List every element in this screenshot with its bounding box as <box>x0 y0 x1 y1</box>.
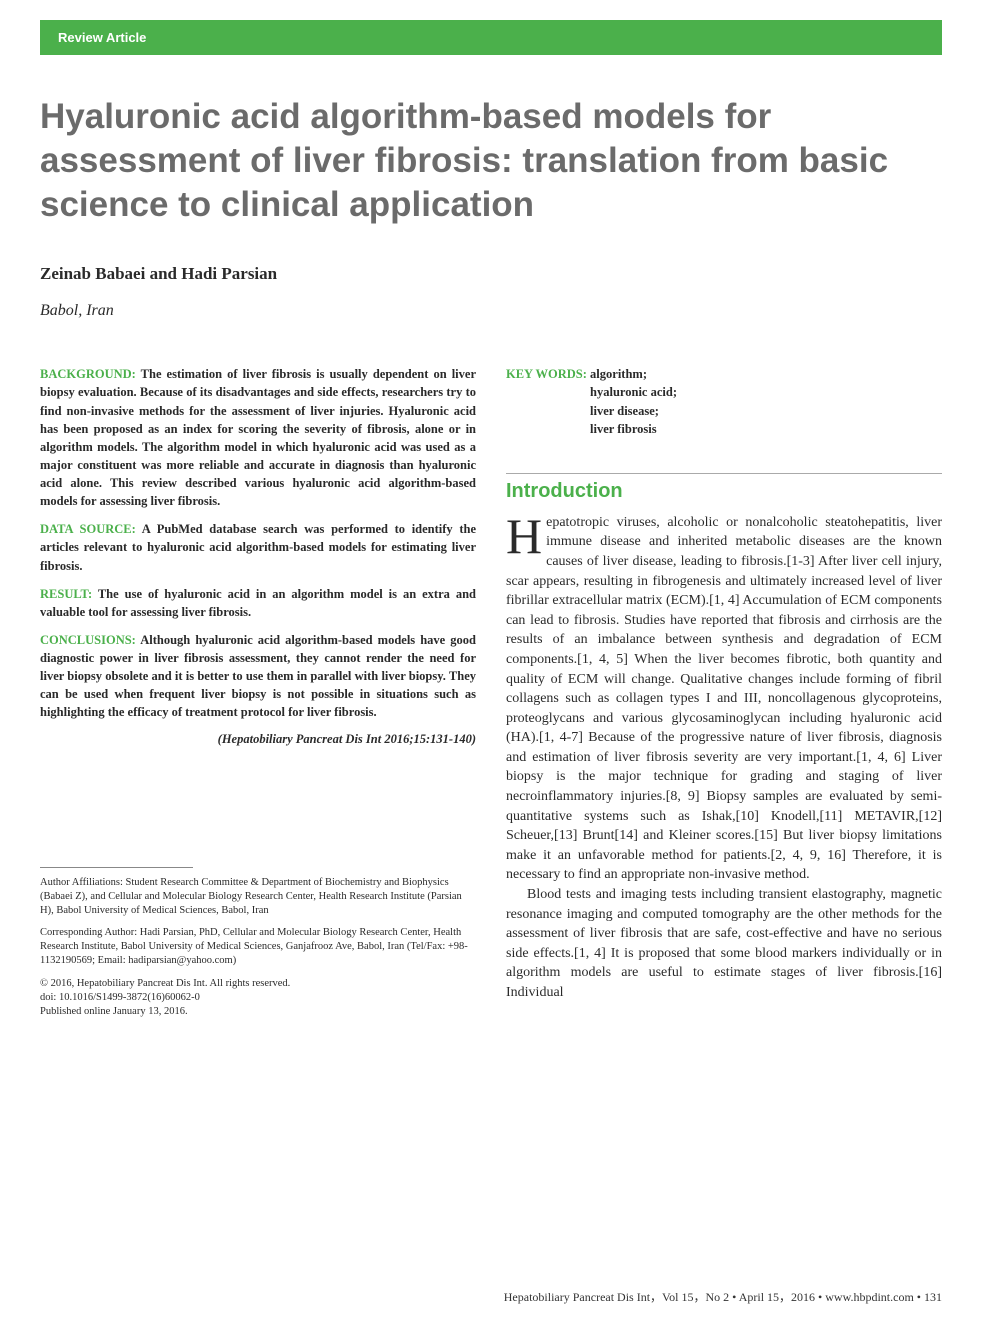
keywords-block: KEY WORDS: algorithm; hyaluronic acid; l… <box>506 365 942 438</box>
intro-paragraph-2: Blood tests and imaging tests including … <box>506 885 942 1003</box>
corresponding-author: Corresponding Author: Hadi Parsian, PhD,… <box>40 926 476 969</box>
journal-citation: (Hepatobiliary Pancreat Dis Int 2016;15:… <box>40 732 476 747</box>
keyword-item: liver fibrosis <box>590 422 657 436</box>
authors: Zeinab Babaei and Hadi Parsian <box>40 264 942 284</box>
keywords-list: algorithm; hyaluronic acid; liver diseas… <box>590 365 677 438</box>
page-footer: Hepatobiliary Pancreat Dis Int，Vol 15，No… <box>504 1288 942 1305</box>
two-column-layout: BACKGROUND: The estimation of liver fibr… <box>40 365 942 1027</box>
abstract-conclusions: CONCLUSIONS: Although hyaluronic acid al… <box>40 631 476 722</box>
left-column: BACKGROUND: The estimation of liver fibr… <box>40 365 476 1027</box>
author-affiliations: Author Affiliations: Student Research Co… <box>40 876 476 919</box>
result-text: The use of hyaluronic acid in an algorit… <box>40 587 476 619</box>
footnote-separator <box>40 867 193 868</box>
review-article-banner: Review Article <box>40 20 942 55</box>
right-column: KEY WORDS: algorithm; hyaluronic acid; l… <box>506 365 942 1027</box>
keywords-label: KEY WORDS: <box>506 367 587 381</box>
abstract-data-source: DATA SOURCE: A PubMed database search wa… <box>40 520 476 574</box>
drop-cap: H <box>506 513 546 558</box>
author-location: Babol, Iran <box>40 302 942 320</box>
keyword-item: hyaluronic acid; <box>590 385 677 399</box>
background-text: The estimation of liver fibrosis is usua… <box>40 367 476 508</box>
copyright-block: © 2016, Hepatobiliary Pancreat Dis Int. … <box>40 977 476 1020</box>
keyword-item: liver disease; <box>590 404 659 418</box>
banner-label: Review Article <box>58 30 146 45</box>
abstract-background: BACKGROUND: The estimation of liver fibr… <box>40 365 476 510</box>
intro-paragraph-1: Hepatotropic viruses, alcoholic or nonal… <box>506 513 942 885</box>
intro-p1-text: epatotropic viruses, alcoholic or nonalc… <box>506 515 942 883</box>
article-title: Hyaluronic acid algorithm-based models f… <box>40 95 942 226</box>
keyword-item: algorithm; <box>590 367 647 381</box>
introduction-body: Hepatotropic viruses, alcoholic or nonal… <box>506 513 942 1003</box>
copyright-text: © 2016, Hepatobiliary Pancreat Dis Int. … <box>40 978 290 989</box>
result-label: RESULT: <box>40 587 92 601</box>
background-label: BACKGROUND: <box>40 367 136 381</box>
abstract-result: RESULT: The use of hyaluronic acid in an… <box>40 585 476 621</box>
introduction-heading: Introduction <box>506 473 942 503</box>
doi-text: doi: 10.1016/S1499-3872(16)60062-0 <box>40 992 200 1003</box>
conclusions-label: CONCLUSIONS: <box>40 633 136 647</box>
data-source-label: DATA SOURCE: <box>40 522 136 536</box>
published-text: Published online January 13, 2016. <box>40 1006 188 1017</box>
